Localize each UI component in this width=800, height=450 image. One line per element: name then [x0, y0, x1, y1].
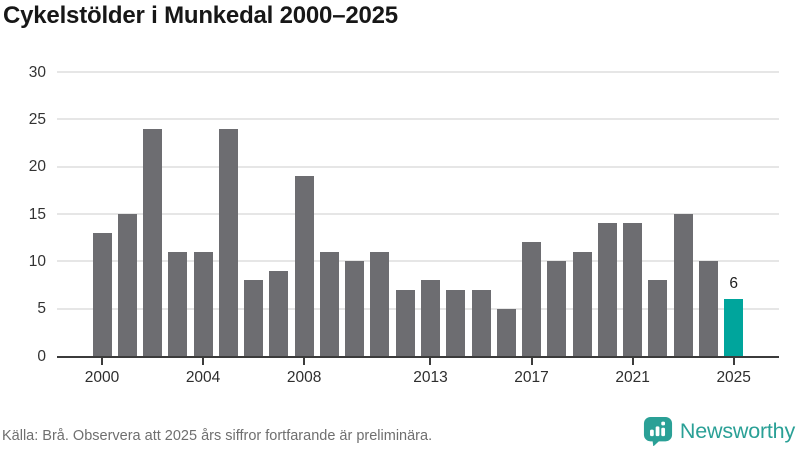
x-tick-mark: [303, 358, 306, 365]
x-tick-mark: [530, 358, 533, 365]
x-tick-label: 2000: [84, 369, 120, 386]
grid-line: [57, 260, 779, 263]
grid-line: [57, 213, 779, 215]
bar: [496, 308, 516, 356]
bar: [446, 289, 466, 356]
bar: [522, 242, 542, 356]
x-tick-mark: [101, 358, 103, 365]
bar: [244, 280, 264, 356]
bar: [345, 261, 365, 356]
x-tick-label: 2013: [413, 369, 448, 386]
bar: [319, 251, 339, 356]
bar: [597, 223, 617, 356]
y-tick-label: 20: [28, 158, 46, 176]
x-tick-label: 2017: [514, 369, 549, 386]
bar: [117, 214, 137, 356]
chart-title: Cykelstölder i Munkedal 2000–2025: [3, 2, 398, 29]
bar: [420, 280, 440, 356]
x-tick-mark: [732, 358, 735, 365]
x-tick-mark: [202, 358, 205, 365]
brand-logo: Newsworthy: [643, 416, 795, 446]
grid-line: [57, 118, 779, 121]
y-tick-label: 0: [37, 347, 46, 365]
bar: [92, 232, 112, 356]
grid-line: [57, 71, 779, 73]
y-tick-label: 30: [28, 63, 46, 81]
bar: [673, 214, 693, 356]
y-tick-label: 15: [28, 205, 46, 223]
bar: [193, 251, 213, 356]
bar: [269, 270, 289, 356]
bar-value-label: 6: [729, 275, 738, 293]
bar: [395, 289, 415, 356]
y-tick-label: 10: [28, 252, 46, 270]
bar: [218, 128, 238, 356]
bar: [648, 280, 668, 356]
y-tick-label: 25: [28, 110, 46, 128]
x-tick-mark: [631, 358, 634, 365]
bar: [143, 128, 163, 356]
bar: [698, 261, 718, 356]
bar: [370, 251, 390, 356]
grid-line: [57, 165, 779, 168]
source-note: Källa: Brå. Observera att 2025 års siffr…: [2, 428, 433, 444]
newsworthy-icon: [643, 416, 672, 446]
bar: [572, 251, 592, 356]
bar: [623, 223, 643, 356]
x-axis-line: [57, 355, 779, 358]
x-tick-label: 2021: [615, 369, 650, 386]
bar: [168, 251, 188, 356]
x-tick-mark: [429, 358, 432, 365]
bar: [471, 289, 491, 356]
x-tick-label: 2025: [716, 369, 751, 386]
bar: [294, 176, 314, 356]
x-tick-label: 2004: [185, 369, 221, 386]
bar-highlighted: [724, 299, 744, 356]
y-tick-label: 5: [37, 300, 46, 318]
brand-name: Newsworthy: [679, 418, 795, 443]
x-tick-label: 2008: [286, 369, 322, 386]
bar: [547, 261, 567, 356]
grid-line: [57, 307, 779, 310]
